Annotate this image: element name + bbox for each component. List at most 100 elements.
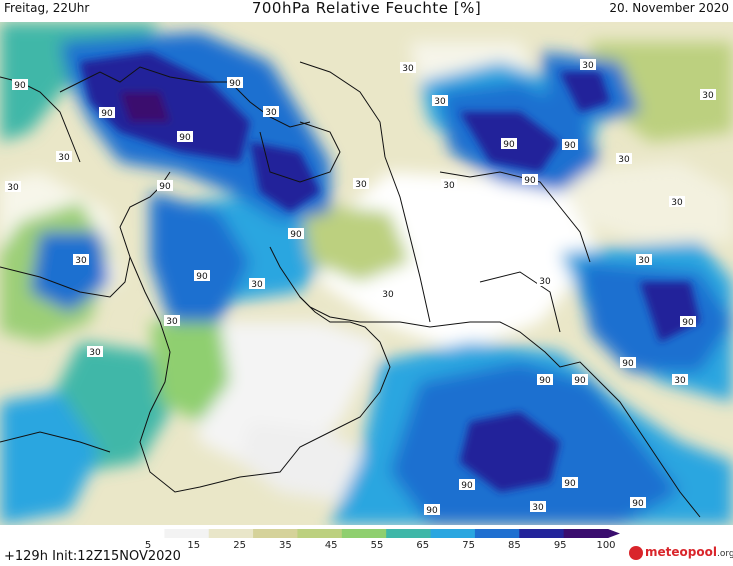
colorbar-segment (341, 529, 387, 538)
contour-label-30: 30 (5, 181, 21, 193)
colorbar-tick-label: 5 (144, 540, 152, 551)
contour-label-90: 90 (562, 477, 578, 489)
contour-label-90: 90 (501, 138, 517, 150)
contour-label-text: 90 (179, 133, 191, 143)
colorbar-segment (430, 529, 476, 538)
colorbar-tick-label: 75 (462, 540, 475, 551)
contour-label-text: 30 (7, 183, 19, 193)
contour-label-30: 30 (353, 178, 369, 190)
contour-label-90: 90 (99, 107, 115, 119)
contour-label-text: 30 (532, 503, 544, 513)
header-bar: Freitag, 22Uhr 700hPa Relative Feuchte [… (0, 0, 733, 22)
contour-label-90: 90 (157, 180, 173, 192)
map-title: 700hPa Relative Feuchte [%] (251, 0, 482, 17)
contour-label-text: 90 (574, 376, 586, 386)
contour-label-text: 30 (355, 180, 367, 190)
contour-label-text: 30 (265, 108, 277, 118)
contour-label-30: 30 (537, 275, 553, 287)
contour-label-text: 90 (564, 141, 576, 151)
colorbar-tick-label: 35 (279, 540, 292, 551)
contour-label-text: 30 (251, 280, 263, 290)
meteopool-logo: meteopool.org (629, 545, 733, 563)
contour-label-90: 90 (194, 270, 210, 282)
contour-label-90: 90 (424, 504, 440, 516)
contour-label-30: 30 (164, 315, 180, 327)
contour-label-text: 30 (382, 290, 394, 300)
contour-label-30: 30 (441, 179, 457, 191)
contour-label-text: 30 (402, 64, 414, 74)
colorbar (120, 529, 620, 538)
colorbar-tick-label: 55 (370, 540, 384, 551)
contour-label-text: 90 (290, 230, 302, 240)
footer-bar: 5 15 25 35 45 55 65 75 85 95 100 +129h Init:12Z15N… (0, 525, 733, 566)
humidity-map: 90 90 90 90 90 90 90 90 90 90 90 90 90 9… (0, 22, 733, 525)
colorbar-segments (120, 529, 609, 538)
contour-label-text: 90 (101, 109, 113, 119)
humidity-field (0, 22, 733, 525)
contour-label-30: 30 (380, 288, 396, 300)
contour-label-text: 30 (618, 155, 630, 165)
contour-label-30: 30 (580, 59, 596, 71)
contour-label-30: 30 (249, 278, 265, 290)
colorbar-segment (120, 529, 165, 538)
contour-label-30: 30 (700, 89, 716, 101)
colorbar-segment (164, 529, 210, 538)
contour-label-text: 30 (671, 198, 683, 208)
contour-label-text: 90 (196, 272, 208, 282)
contour-label-text: 90 (14, 81, 26, 91)
contour-label-30: 30 (263, 106, 279, 118)
contour-label-text: 30 (582, 61, 594, 71)
contour-label-30: 30 (73, 254, 89, 266)
contour-label-text: 30 (75, 256, 87, 266)
contour-label-text: 90 (503, 140, 515, 150)
contour-label-90: 90 (630, 497, 646, 509)
contour-label-90: 90 (177, 131, 193, 143)
contour-label-30: 30 (616, 153, 632, 165)
colorbar-tick-label: 15 (187, 540, 201, 551)
contour-label-text: 30 (674, 376, 686, 386)
contour-label-text: 30 (58, 153, 70, 163)
contour-label-text: 90 (682, 318, 694, 328)
contour-label-30: 30 (400, 62, 416, 74)
contour-label-text: 30 (434, 97, 446, 107)
colorbar-arrow (608, 529, 620, 538)
contour-label-30: 30 (432, 95, 448, 107)
colorbar-segment (563, 529, 609, 538)
colorbar-segment (253, 529, 298, 538)
contour-label-90: 90 (620, 357, 636, 369)
contour-label-text: 30 (443, 181, 455, 191)
contour-label-text: 30 (166, 317, 178, 327)
contour-label-text: 30 (702, 91, 714, 101)
contour-label-30: 30 (56, 151, 72, 163)
colorbar-segment (297, 529, 343, 538)
contour-label-text: 30 (638, 256, 650, 266)
logo-text-suffix: .org (716, 549, 733, 559)
contour-label-text: 30 (89, 348, 101, 358)
colorbar-tick-label: 45 (324, 540, 338, 551)
run-info: +129h Init:12Z15NOV2020 (4, 549, 181, 564)
contour-label-90: 90 (537, 374, 553, 386)
contour-label-90: 90 (227, 77, 243, 89)
contour-label-text: 90 (229, 79, 241, 89)
contour-label-30: 30 (530, 501, 546, 513)
colorbar-tick-label: 100 (596, 540, 616, 551)
colorbar-tick-label: 65 (416, 540, 430, 551)
contour-label-90: 90 (680, 316, 696, 328)
contour-label-30: 30 (672, 374, 688, 386)
contour-label-text: 90 (524, 176, 536, 186)
contour-label-text: 90 (426, 506, 438, 516)
contour-label-text: 90 (564, 479, 576, 489)
coastlines (0, 61, 701, 518)
colorbar-segment (519, 529, 565, 538)
logo-text-main: meteopool (645, 545, 717, 559)
colorbar-tick-label: 25 (233, 540, 246, 551)
logo-mark-icon (629, 546, 643, 560)
contour-label-text: 90 (159, 182, 171, 192)
colorbar-tick-label: 85 (508, 540, 521, 551)
contour-label-90: 90 (288, 228, 304, 240)
contour-label-90: 90 (562, 139, 578, 151)
colorbar-segment (208, 529, 254, 538)
contour-label-text: 90 (461, 481, 473, 491)
contour-label-30: 30 (87, 346, 103, 358)
contour-label-30: 30 (636, 254, 652, 266)
